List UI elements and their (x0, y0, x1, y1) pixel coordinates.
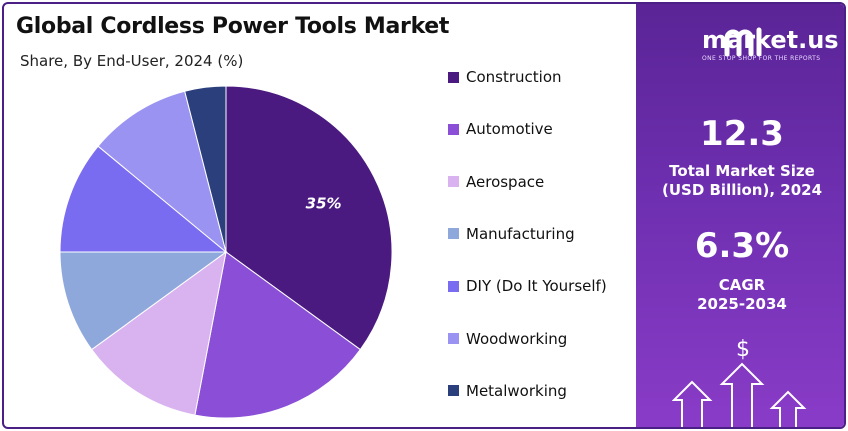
legend-swatch (448, 123, 459, 135)
growth-arrows-icon: $ (672, 337, 807, 427)
logo-tagline: ONE STOP SHOP FOR THE REPORTS (702, 55, 821, 62)
legend-item: Manufacturing (448, 225, 575, 243)
market-size-label-line1: Total Market Size (669, 162, 815, 180)
legend-item: Woodworking (448, 330, 567, 348)
legend-label: Manufacturing (466, 224, 575, 243)
pie-slice-diy-do-it-yourself (59, 145, 228, 253)
legend-swatch (448, 176, 459, 188)
cagr-value: 6.3% (694, 226, 790, 266)
legend-label: DIY (Do It Yourself) (466, 277, 607, 296)
pie-slice-aerospace (91, 250, 227, 416)
legend-item: Automotive (448, 120, 553, 138)
legend-item: Metalworking (448, 382, 567, 400)
legend-swatch (448, 280, 459, 292)
chart-title: Global Cordless Power Tools Market (16, 14, 450, 39)
legend-label: Metalworking (466, 381, 567, 400)
pie-slice-woodworking (97, 90, 227, 254)
logo-name: market.us (702, 26, 839, 54)
legend-swatch (448, 333, 459, 344)
legend-swatch (448, 385, 459, 397)
stats-panel: market.us ONE STOP SHOP FOR THE REPORTS … (636, 4, 844, 427)
market-size-value: 12.3 (700, 114, 784, 154)
legend-swatch (448, 71, 459, 83)
legend-item: DIY (Do It Yourself) (448, 277, 607, 295)
pie-slice-construction (225, 85, 393, 351)
legend-swatch (448, 228, 459, 240)
chart-subtitle: Share, By End-User, 2024 (%) (20, 52, 244, 70)
data-label-construction: 35% (306, 194, 342, 212)
legend-label: Automotive (466, 120, 553, 139)
market-size-label-line2: (USD Billion), 2024 (661, 181, 823, 199)
pie-slice-manufacturing (59, 251, 228, 351)
pie-slice-metalworking (184, 85, 227, 253)
pie-chart: 35% (59, 85, 393, 419)
dollar-icon: $ (736, 337, 750, 362)
legend-label: Woodworking (466, 329, 568, 348)
market-us-logo: market.us ONE STOP SHOP FOR THE REPORTS (650, 24, 840, 64)
logo-icon (724, 27, 762, 57)
pie-slice-automotive (194, 251, 361, 419)
cagr-period: 2025-2034 (697, 295, 787, 313)
cagr-label: CAGR (718, 276, 766, 294)
legend-item: Aerospace (448, 173, 544, 191)
legend-label: Construction (466, 68, 562, 86)
legend-label: Aerospace (466, 172, 545, 191)
legend-item: Construction (448, 68, 562, 86)
